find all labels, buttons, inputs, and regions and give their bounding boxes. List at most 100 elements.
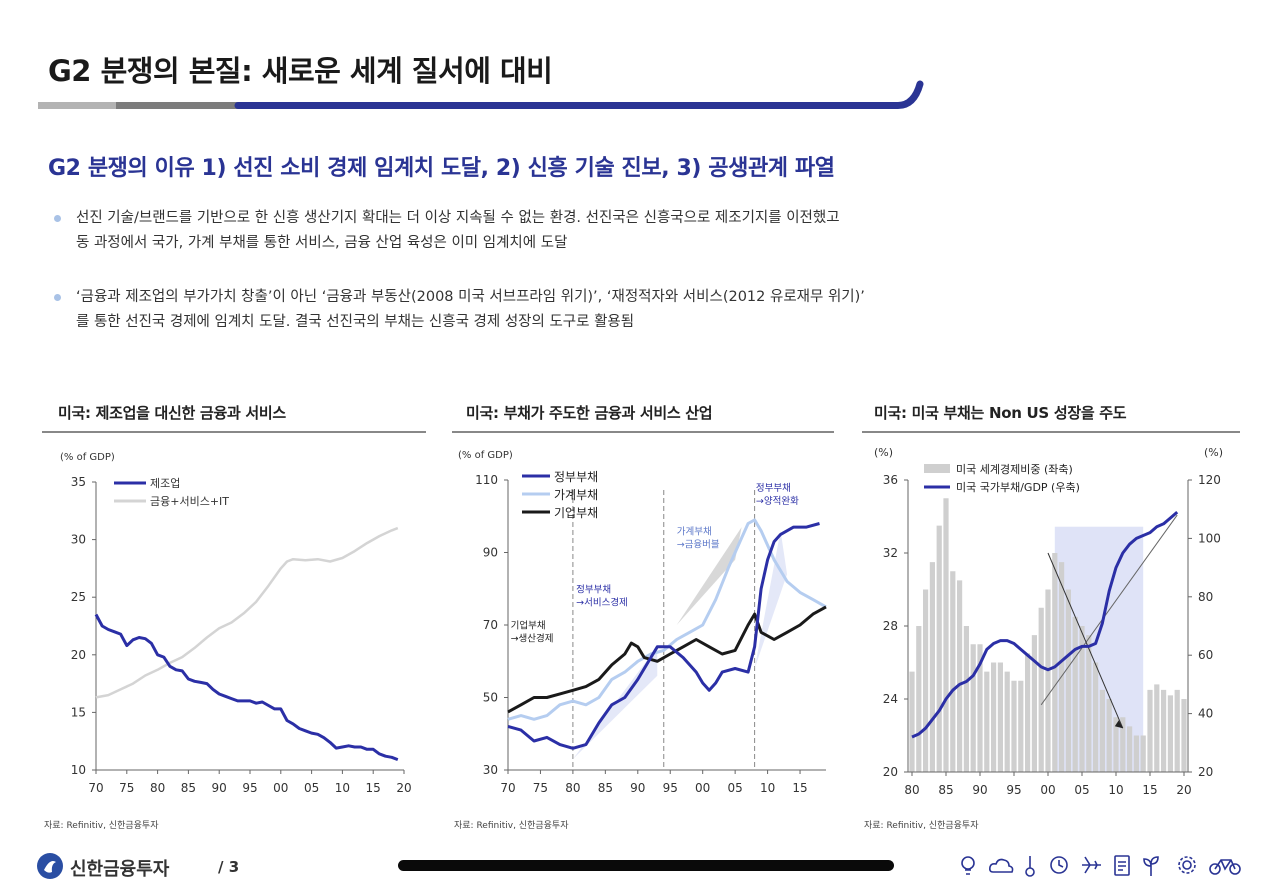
x-tick-label: 05 — [1074, 783, 1089, 797]
y-tick-label: 15 — [71, 705, 86, 719]
x-tick-label: 20 — [396, 781, 411, 795]
y-tick-label-right: 60 — [1198, 648, 1213, 662]
legend-label: 제조업 — [150, 477, 180, 490]
x-tick-label: 75 — [533, 781, 548, 795]
y-tick-label-left: 36 — [883, 473, 898, 487]
x-tick-label: 75 — [119, 781, 134, 795]
chart-debt-driven-services: (% of GDP) 30 50 70 90 110 70 75 80 85 90 95 00 05 10 1… — [458, 450, 827, 795]
chart-title-rule — [862, 431, 1240, 433]
bullet-dot — [54, 215, 61, 222]
bar — [1031, 635, 1037, 772]
legend-swatch — [924, 464, 950, 473]
trend-shading — [676, 527, 742, 625]
y-tick-label-left: 28 — [883, 619, 898, 633]
axis-unit-label: (% of GDP) — [60, 452, 115, 463]
x-tick-label: 85 — [181, 781, 196, 795]
title-underline — [38, 80, 924, 109]
x-tick-label: 95 — [1006, 783, 1021, 797]
chart-annotation: →생산경제 — [511, 633, 554, 645]
x-tick-label: 15 — [1142, 783, 1157, 797]
bar — [1059, 562, 1065, 772]
chart-annotation: 기업부채 — [511, 620, 546, 632]
x-tick-label: 90 — [212, 781, 227, 795]
company-logo-icon — [37, 853, 63, 879]
y-tick-label-right: 20 — [1198, 765, 1213, 779]
y-tick-label-right: 120 — [1198, 473, 1221, 487]
bar — [991, 662, 997, 772]
x-tick-label: 00 — [273, 781, 288, 795]
page-title: G2 분쟁의 본질: 새로운 세계 질서에 대비 — [48, 54, 553, 88]
bullet-text-line: 를 통한 선진국 경제에 임계치 도달. 결국 선진국의 부채는 신흥국 경제 … — [76, 314, 635, 330]
bar — [1161, 689, 1167, 772]
chart-us-debt-non-us-growth: (%) (%) 20 24 28 32 36 20 40 60 80 100 120 80 85 90 95 00… — [874, 446, 1223, 797]
y-tick-label: 30 — [483, 763, 498, 777]
x-tick-label: 85 — [598, 781, 613, 795]
y-tick-label: 25 — [71, 590, 86, 604]
y-tick-label-right: 80 — [1198, 590, 1213, 604]
x-tick-label: 10 — [760, 781, 775, 795]
bullet-text-line: 선진 기술/브랜드를 기반으로 한 신흥 생산기지 확대는 더 이상 지속될 수… — [76, 210, 840, 226]
legend-label: 기업부채 — [554, 506, 598, 520]
x-tick-label: 85 — [938, 783, 953, 797]
axis-unit-label: (%) — [1204, 446, 1223, 459]
document-icon — [1114, 855, 1130, 876]
horizontal-scrollbar[interactable] — [398, 860, 894, 871]
x-tick-label: 90 — [630, 781, 645, 795]
bar — [970, 644, 976, 772]
bar — [1133, 735, 1139, 772]
page-number: / 3 — [218, 858, 240, 876]
chart-title-rule — [42, 431, 426, 433]
x-tick-label: 20 — [1176, 783, 1191, 797]
thermometer-icon — [1025, 856, 1035, 877]
chart-title: 미국: 제조업을 대신한 금융과 서비스 — [58, 404, 286, 422]
x-tick-label: 80 — [904, 783, 919, 797]
bar — [1127, 726, 1133, 772]
bar — [950, 571, 956, 772]
bar — [1147, 689, 1153, 772]
bar — [977, 644, 983, 772]
legend-label: 가계부채 — [554, 488, 598, 502]
x-tick-label: 90 — [972, 783, 987, 797]
bullet-text-line: 동 과정에서 국가, 가계 부채를 통한 서비스, 금융 산업 육성은 이미 임… — [76, 235, 568, 251]
y-tick-label: 35 — [71, 475, 86, 489]
bar — [1140, 735, 1146, 772]
bar — [1052, 553, 1058, 772]
bar — [1072, 616, 1078, 772]
chart-annotation: →서비스경제 — [576, 596, 628, 608]
section-subtitle: G2 분쟁의 이유 1) 선진 소비 경제 임계치 도달, 2) 신흥 기술 진… — [48, 156, 835, 181]
axis-unit-label: (%) — [874, 446, 893, 459]
trend-line — [1040, 514, 1178, 706]
bar — [936, 525, 942, 772]
x-tick-label: 05 — [304, 781, 319, 795]
bar — [909, 671, 915, 772]
x-tick-label: 95 — [663, 781, 678, 795]
y-tick-label: 70 — [483, 618, 498, 632]
plant-icon — [1143, 856, 1159, 876]
bar — [1086, 635, 1092, 772]
bar — [1038, 607, 1044, 772]
bullet-point: ‘금융과 제조업의 부가가치 창출’이 아닌 ‘금융과 부동산(2008 미국 … — [54, 285, 1244, 335]
chart-annotation: →금융버블 — [677, 539, 720, 550]
legend-label: 미국 세계경제비중 (좌축) — [956, 463, 1073, 476]
x-tick-label: 00 — [695, 781, 710, 795]
x-tick-label: 15 — [366, 781, 381, 795]
chart-annotation: 정부부채 — [576, 584, 611, 595]
y-tick-label-right: 40 — [1198, 707, 1213, 721]
footer-icon-strip — [961, 855, 1241, 877]
bar — [1093, 662, 1099, 772]
axis-unit-label: (% of GDP) — [458, 450, 513, 461]
series-line — [94, 613, 399, 762]
bar — [984, 671, 990, 772]
x-tick-label: 95 — [242, 781, 257, 795]
cloud-icon — [989, 858, 1014, 873]
trend-arrowhead — [1114, 720, 1123, 729]
bicycle-icon — [1209, 859, 1241, 875]
series-line — [911, 510, 1179, 739]
x-tick-label: 00 — [1040, 783, 1055, 797]
bullet-point: 선진 기술/브랜드를 기반으로 한 신흥 생산기지 확대는 더 이상 지속될 수… — [54, 206, 1244, 256]
bullet-text-line: ‘금융과 제조업의 부가가치 창출’이 아닌 ‘금융과 부동산(2008 미국 … — [76, 289, 865, 305]
x-tick-label: 80 — [565, 781, 580, 795]
y-tick-label: 50 — [483, 691, 498, 705]
bar — [1011, 680, 1017, 772]
x-tick-label: 05 — [728, 781, 743, 795]
